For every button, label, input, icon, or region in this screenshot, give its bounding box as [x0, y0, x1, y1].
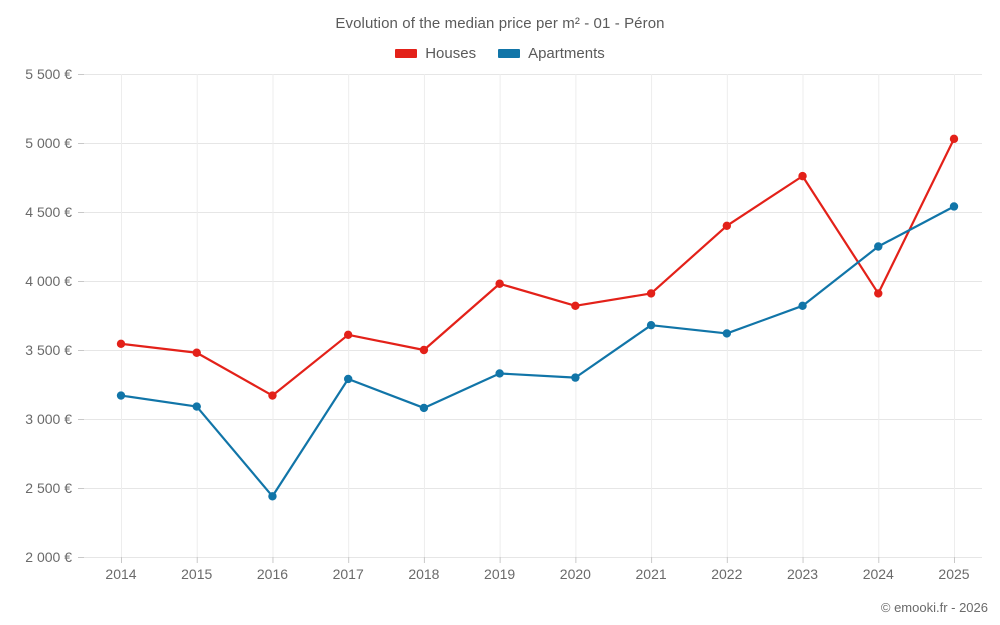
- data-point[interactable]: [571, 301, 580, 311]
- data-point[interactable]: [798, 171, 807, 181]
- y-axis-tick-label: 4 500 €: [25, 204, 72, 220]
- x-axis-tick-label: 2020: [559, 566, 591, 582]
- data-point[interactable]: [268, 391, 277, 400]
- data-point[interactable]: [874, 242, 883, 251]
- x-axis-tick-label: 2018: [408, 566, 440, 582]
- data-point[interactable]: [949, 202, 959, 211]
- y-axis-tick-label: 2 000 €: [25, 549, 72, 565]
- legend-item[interactable]: Houses: [395, 45, 476, 62]
- data-point[interactable]: [116, 391, 126, 400]
- data-point[interactable]: [874, 289, 883, 298]
- x-axis-tick-label: 2019: [484, 566, 516, 582]
- data-point[interactable]: [646, 320, 656, 330]
- y-axis-tick-label: 3 000 €: [25, 411, 72, 427]
- data-point[interactable]: [116, 339, 126, 348]
- y-axis-tick-label: 3 500 €: [25, 342, 72, 358]
- x-axis-tick-label: 2014: [105, 566, 137, 582]
- data-point[interactable]: [495, 279, 504, 288]
- data-point[interactable]: [646, 289, 656, 298]
- legend-label: Houses: [425, 45, 477, 62]
- data-point[interactable]: [495, 369, 504, 378]
- gridlines-horizontal: [78, 74, 982, 558]
- y-axis-tick-label: 2 500 €: [25, 480, 72, 496]
- data-point[interactable]: [268, 492, 277, 501]
- chart-title: Evolution of the median price per m² - 0…: [335, 15, 665, 32]
- footer-credit: © emooki.fr - 2026: [880, 600, 988, 615]
- data-point[interactable]: [192, 402, 201, 411]
- series-line-apartments: [119, 205, 956, 498]
- x-axis-tick-label: 2024: [862, 566, 894, 582]
- x-axis-tick-label: 2017: [332, 566, 364, 582]
- y-axis-tick-label: 5 500 €: [25, 66, 72, 82]
- data-point[interactable]: [722, 221, 732, 230]
- x-axis-tick-label: 2021: [635, 566, 667, 582]
- data-point[interactable]: [798, 301, 807, 311]
- data-point[interactable]: [343, 374, 353, 384]
- data-point[interactable]: [343, 330, 353, 340]
- data-point[interactable]: [949, 134, 959, 144]
- legend-label: Apartments: [528, 45, 605, 62]
- legend-color-swatch: [395, 49, 418, 58]
- chart-legend: Houses Apartments: [0, 45, 1000, 62]
- series-line-houses: [119, 137, 956, 397]
- x-axis-tick-label: 2016: [256, 566, 289, 582]
- legend-item[interactable]: Apartments: [498, 45, 605, 62]
- series-markers: [116, 134, 959, 501]
- data-point[interactable]: [722, 329, 732, 338]
- y-axis-tick-label: 5 000 €: [25, 135, 72, 151]
- series-lines: [119, 137, 956, 498]
- x-axis-tick-label: 2022: [711, 566, 743, 582]
- data-point[interactable]: [419, 345, 429, 355]
- x-axis-tick-label: 2015: [181, 566, 213, 582]
- data-point[interactable]: [571, 373, 580, 382]
- x-axis-tick-label: 2025: [938, 566, 970, 582]
- gridlines-vertical: [121, 74, 955, 563]
- y-axis-tick-label: 4 000 €: [25, 273, 72, 289]
- x-axis-tick-label: 2023: [786, 566, 819, 582]
- data-point[interactable]: [192, 348, 201, 357]
- data-point[interactable]: [419, 403, 429, 413]
- legend-color-swatch: [498, 49, 521, 58]
